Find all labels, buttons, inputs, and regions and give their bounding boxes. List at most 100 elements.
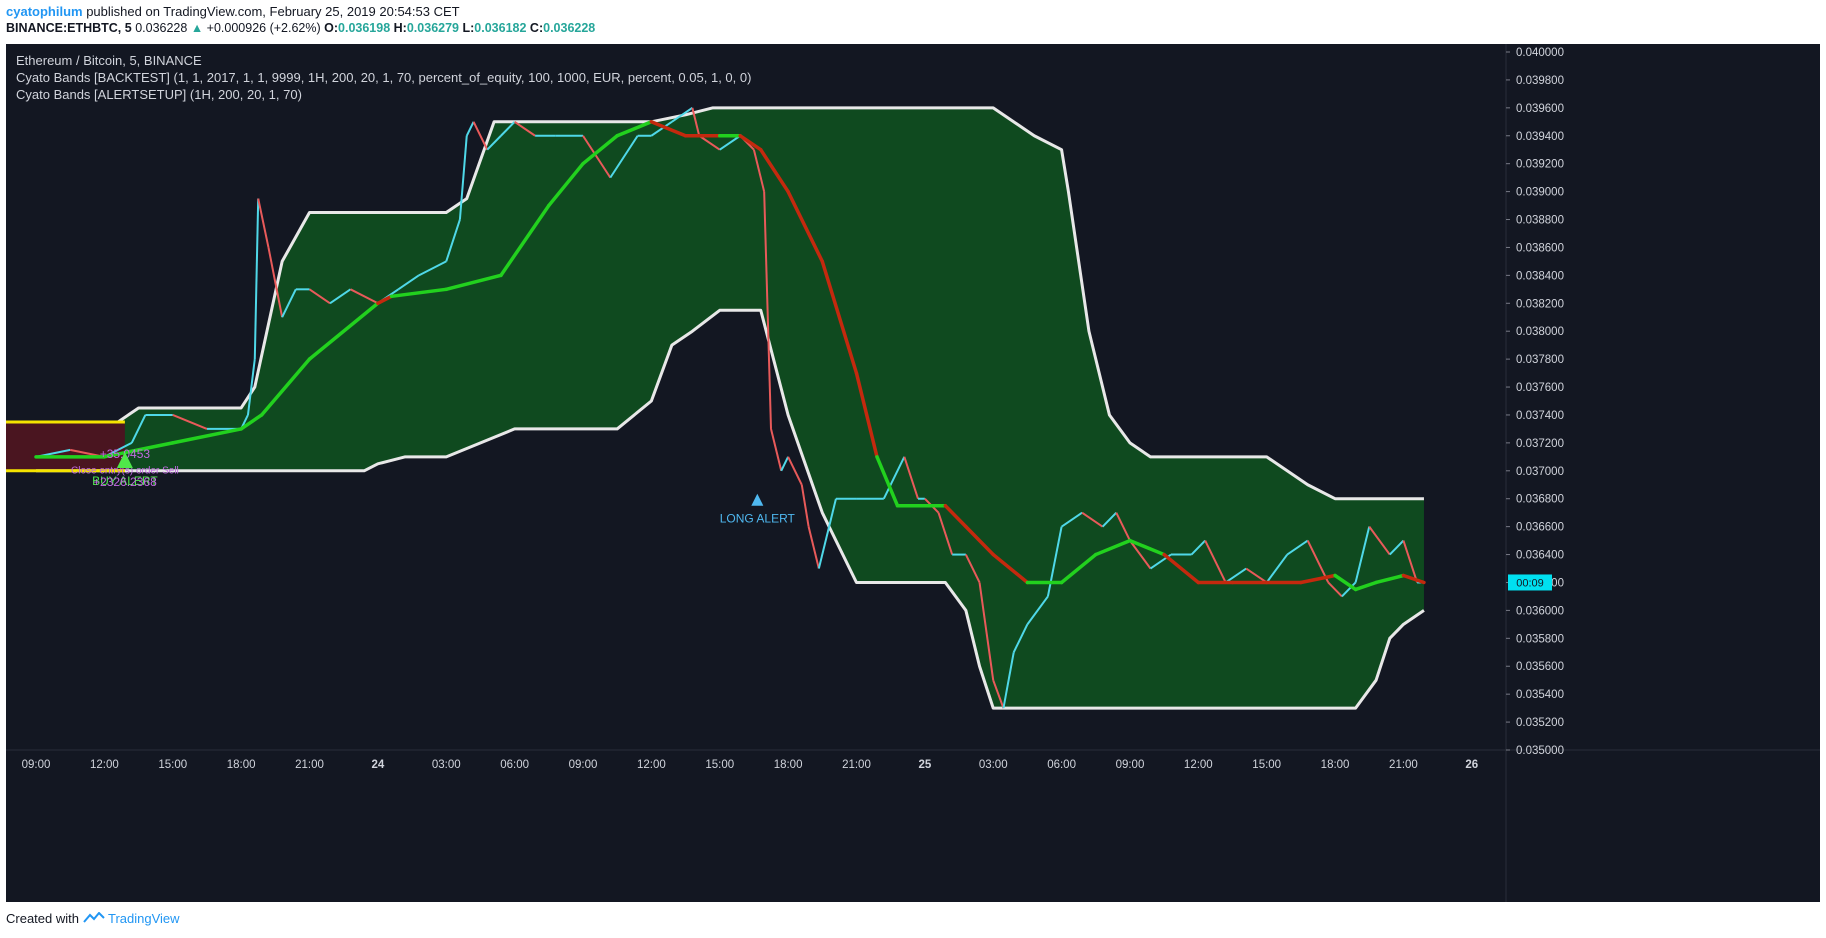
price-segment: [698, 134, 721, 151]
price-segment: [1081, 511, 1104, 528]
y-tick-label: 0.038400: [1516, 270, 1564, 282]
chart-legend: Ethereum / Bitcoin, 5, BINANCE Cyato Ban…: [16, 52, 751, 103]
price-segment: [1101, 511, 1117, 528]
price-segment: [964, 554, 981, 583]
y-tick-label: 0.038600: [1516, 242, 1564, 254]
price-segment: [472, 121, 489, 151]
price-segment: [1046, 526, 1063, 597]
price-segment: [817, 498, 837, 569]
price-segment: [1402, 540, 1419, 583]
ohlc-bar: BINANCE:ETHBTC, 5 0.036228 ▲ +0.000926 (…: [6, 21, 595, 35]
price-segment: [752, 149, 766, 192]
x-tick-label: 26: [1465, 759, 1478, 771]
price-segment: [397, 274, 420, 291]
price-segment: [253, 198, 260, 360]
x-tick-label: 12:00: [1184, 759, 1213, 771]
price-segment: [1026, 595, 1049, 625]
legend-indicator-backtest[interactable]: Cyato Bands [BACKTEST] (1, 1, 2017, 1, 1…: [16, 70, 752, 85]
symbol-label: BINANCE:ETHBTC, 5: [6, 21, 132, 35]
legend-indicator-alertsetup[interactable]: Cyato Bands [ALERTSETUP] (1H, 200, 20, 1…: [16, 87, 302, 102]
annotation-label: Close entry(s) order Sell: [71, 466, 179, 477]
price-segment: [1204, 540, 1227, 583]
price-segment: [130, 414, 147, 444]
price-segment: [903, 456, 919, 500]
x-tick-label: 21:00: [842, 759, 871, 771]
price-segment: [458, 135, 468, 220]
x-tick-label: 09:00: [569, 759, 598, 771]
price-segment: [1129, 540, 1152, 570]
ma-segment: [389, 287, 448, 299]
y-tick-label: 0.035800: [1516, 633, 1564, 645]
y-tick-label: 0.039800: [1516, 75, 1564, 87]
x-tick-label: 21:00: [295, 759, 324, 771]
price-segment: [267, 247, 284, 318]
change-up-icon: ▲: [190, 21, 204, 35]
footer: Created with TradingView: [6, 911, 180, 927]
y-tick-label: 0.037400: [1516, 410, 1564, 422]
x-tick-label: 18:00: [227, 759, 256, 771]
ma-segment: [854, 371, 879, 459]
price-segment: [1002, 652, 1015, 709]
band-fill: [36, 107, 1424, 709]
low-label: L:: [462, 21, 475, 35]
price-segment: [500, 121, 516, 137]
ma-segment: [102, 441, 175, 459]
ma-segment: [1353, 580, 1378, 592]
price-segment: [1265, 553, 1289, 584]
tradingview-logo-icon: [82, 911, 105, 927]
y-tick-label: 0.035200: [1516, 717, 1564, 729]
ma-segment: [1401, 573, 1426, 585]
ma-segment: [1299, 573, 1337, 585]
y-tick-label: 0.039000: [1516, 187, 1564, 199]
ma-segment: [170, 427, 243, 445]
price-segment: [1341, 581, 1357, 598]
tradingview-link[interactable]: TradingView: [108, 911, 180, 926]
price-tag-label: 00:09: [1516, 577, 1544, 589]
price-segment: [992, 679, 1005, 709]
price-segment: [650, 120, 673, 137]
y-tick-label: 0.036400: [1516, 550, 1564, 562]
ma-segment: [239, 413, 264, 431]
legend-title: Ethereum / Bitcoin, 5, BINANCE: [16, 53, 202, 68]
x-tick-label: 15:00: [1252, 759, 1281, 771]
price-segment: [807, 526, 820, 569]
open-label: O:: [324, 21, 339, 35]
ma-segment: [943, 503, 968, 529]
price-segment: [609, 135, 639, 179]
price-segment: [1190, 539, 1206, 556]
last-price: 0.036228: [135, 21, 188, 35]
ma-segment: [1162, 552, 1201, 585]
price-segment: [671, 107, 693, 123]
price-segment: [719, 134, 741, 151]
price-change: +0.000926 (+2.62%): [206, 21, 321, 35]
price-segment: [800, 484, 810, 527]
price-segment: [582, 135, 612, 179]
price-segment: [763, 191, 772, 429]
chart-panel[interactable]: BUY ALERT Close entry(s) order Sell +2326.…: [6, 44, 1820, 902]
author-link[interactable]: cyatophilum: [6, 4, 83, 19]
y-tick-label: 0.036600: [1516, 522, 1564, 534]
band-lower-line: [36, 308, 1425, 710]
ma-segment: [649, 120, 688, 138]
price-tag-box: [1508, 574, 1552, 591]
price-segment: [1327, 581, 1343, 598]
price-segment: [780, 456, 789, 472]
x-tick-label: 18:00: [1321, 759, 1350, 771]
price-segment: [691, 107, 701, 136]
price-segment: [514, 120, 536, 137]
ma-segment: [991, 552, 1030, 585]
x-tick-label: 25: [918, 759, 931, 771]
ma-segment: [444, 273, 503, 292]
x-tick-label: 06:00: [1047, 759, 1076, 771]
y-tick-label: 0.038000: [1516, 326, 1564, 338]
ma-segment: [758, 147, 790, 194]
y-tick-label: 0.035600: [1516, 661, 1564, 673]
ma-segment: [1059, 552, 1098, 585]
annotation-label: +2326.2368: [93, 475, 157, 489]
x-tick-label: 15:00: [158, 759, 187, 771]
ma-segment: [738, 134, 763, 152]
price-segment: [1245, 567, 1268, 584]
price-segment: [1115, 512, 1131, 542]
price-segment: [257, 198, 270, 248]
